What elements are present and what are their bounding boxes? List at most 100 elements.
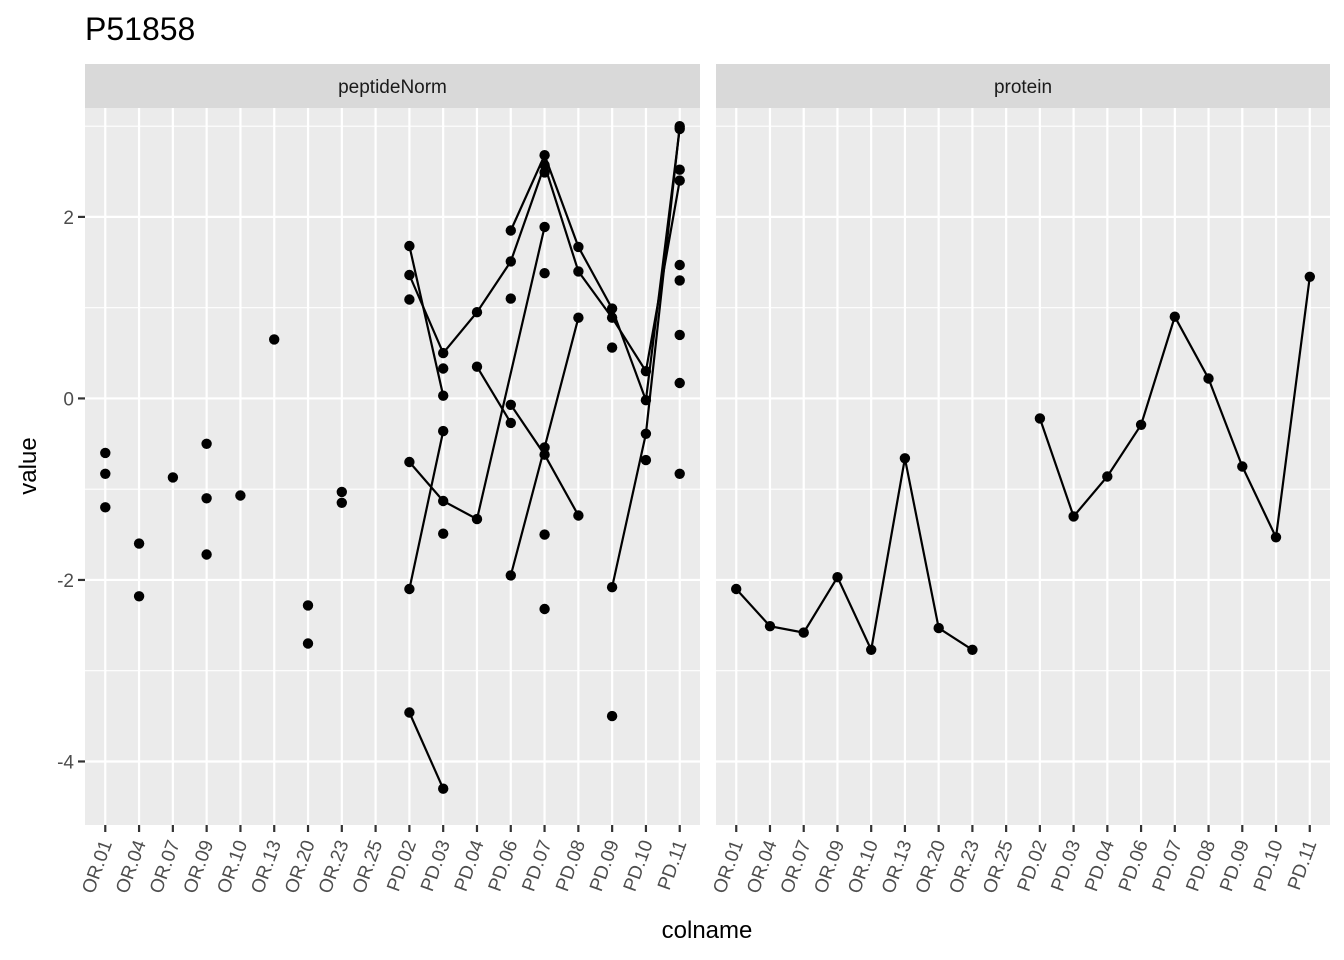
x-tick-label: OR.13: [247, 838, 286, 897]
facet-protein: proteinOR.01OR.04OR.07OR.09OR.10OR.13OR.…: [709, 64, 1330, 896]
data-point: [404, 583, 415, 595]
data-point: [100, 468, 111, 479]
x-tick-label: PD.08: [552, 838, 590, 895]
data-point: [1304, 271, 1316, 282]
y-axis-title: value: [15, 437, 42, 494]
data-point: [269, 334, 280, 345]
x-tick-label: OR.07: [777, 838, 816, 897]
x-tick-label: OR.09: [811, 838, 850, 897]
data-point: [438, 495, 449, 507]
data-point: [539, 160, 550, 171]
x-tick-label: PD.07: [518, 838, 556, 895]
x-tick-label: OR.23: [315, 838, 354, 897]
data-point: [674, 175, 685, 186]
data-point: [640, 366, 652, 377]
data-point: [438, 347, 449, 359]
data-point: [573, 241, 584, 253]
x-tick-label: OR.10: [214, 838, 253, 897]
x-tick-label: PD.06: [1115, 838, 1153, 895]
data-point: [438, 363, 449, 374]
data-point: [201, 493, 212, 504]
x-tick-label: PD.10: [1250, 838, 1288, 895]
data-point: [201, 438, 212, 449]
series-line: [408, 712, 445, 790]
data-point: [438, 528, 449, 539]
data-point: [505, 225, 516, 236]
facet-peptideNorm: peptideNorm-4-202OR.01OR.04OR.07OR.09OR.…: [57, 64, 700, 896]
data-point: [674, 275, 685, 286]
data-point: [1102, 471, 1113, 482]
data-point: [235, 490, 246, 501]
data-point: [471, 307, 483, 318]
data-point: [336, 486, 347, 498]
x-tick-label: OR.20: [281, 838, 320, 897]
data-point: [1237, 461, 1248, 472]
data-point: [764, 621, 776, 632]
x-tick-label: OR.01: [78, 838, 117, 897]
data-point: [471, 513, 483, 525]
data-point: [640, 395, 652, 406]
x-axis-title: colname: [662, 917, 753, 944]
data-point: [404, 294, 415, 305]
x-tick-label: PD.09: [586, 838, 624, 895]
data-point: [674, 259, 685, 271]
data-point: [438, 390, 449, 401]
x-tick-label: PD.10: [620, 838, 658, 895]
x-tick-label: OR.10: [844, 838, 883, 897]
y-tick-label: 2: [63, 208, 74, 229]
chart-title: P51858: [85, 11, 195, 47]
data-point: [404, 269, 415, 281]
data-point: [100, 447, 111, 459]
data-point: [1034, 413, 1046, 424]
series-line: [408, 226, 546, 521]
data-point: [674, 164, 685, 175]
y-tick-label: 0: [63, 389, 74, 410]
data-point: [866, 644, 877, 655]
data-point: [1270, 532, 1282, 543]
y-tick-label: -4: [57, 752, 74, 773]
x-tick-label: PD.03: [417, 838, 455, 895]
data-point: [1068, 511, 1079, 522]
facet-strip: [85, 64, 700, 108]
data-point: [100, 502, 111, 513]
x-tick-label: PD.04: [451, 837, 489, 894]
data-point: [404, 240, 415, 252]
series-line: [408, 245, 445, 396]
data-point: [899, 453, 911, 464]
data-point: [539, 268, 550, 279]
data-point: [933, 622, 944, 634]
x-tick-label: PD.02: [1014, 838, 1052, 895]
x-tick-label: OR.09: [180, 838, 219, 897]
data-point: [505, 417, 516, 429]
data-point: [539, 442, 550, 453]
data-point: [674, 468, 685, 479]
x-tick-label: OR.25: [349, 838, 388, 897]
data-point: [731, 583, 742, 595]
data-point: [471, 361, 483, 372]
x-tick-label: OR.20: [912, 838, 951, 897]
series-line: [509, 128, 681, 401]
data-point: [539, 150, 550, 161]
data-point: [438, 783, 449, 794]
x-tick-label: PD.11: [1284, 838, 1321, 893]
x-tick-label: OR.13: [878, 838, 917, 897]
data-point: [404, 707, 415, 718]
panel-background: [85, 108, 700, 825]
data-point: [606, 312, 618, 323]
facet-strip: [716, 64, 1330, 108]
data-point: [606, 582, 618, 593]
data-point: [573, 312, 584, 323]
x-tick-label: PD.06: [485, 838, 523, 895]
facet-strip-label: protein: [994, 77, 1052, 98]
x-tick-label: PD.04: [1081, 837, 1119, 894]
x-tick-label: PD.02: [383, 838, 421, 895]
series-line: [476, 366, 512, 424]
x-tick-label: OR.25: [979, 838, 1018, 897]
series-line: [408, 430, 445, 590]
data-point: [505, 256, 516, 267]
data-point: [606, 342, 618, 353]
x-tick-label: PD.03: [1048, 838, 1086, 895]
data-point: [1169, 311, 1181, 322]
data-point: [133, 591, 145, 602]
data-point: [201, 549, 212, 560]
